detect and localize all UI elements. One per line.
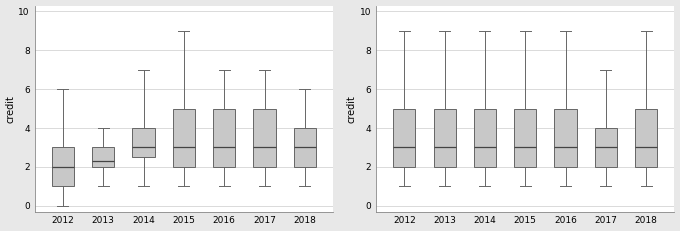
- Y-axis label: credit: credit: [347, 95, 357, 122]
- PathPatch shape: [595, 128, 617, 167]
- PathPatch shape: [92, 147, 114, 167]
- PathPatch shape: [173, 109, 195, 167]
- Y-axis label: credit: credit: [5, 95, 16, 122]
- PathPatch shape: [474, 109, 496, 167]
- PathPatch shape: [213, 109, 235, 167]
- PathPatch shape: [514, 109, 537, 167]
- PathPatch shape: [52, 147, 74, 186]
- PathPatch shape: [393, 109, 415, 167]
- PathPatch shape: [554, 109, 577, 167]
- PathPatch shape: [434, 109, 456, 167]
- PathPatch shape: [133, 128, 154, 157]
- PathPatch shape: [254, 109, 275, 167]
- PathPatch shape: [294, 128, 316, 167]
- PathPatch shape: [635, 109, 658, 167]
